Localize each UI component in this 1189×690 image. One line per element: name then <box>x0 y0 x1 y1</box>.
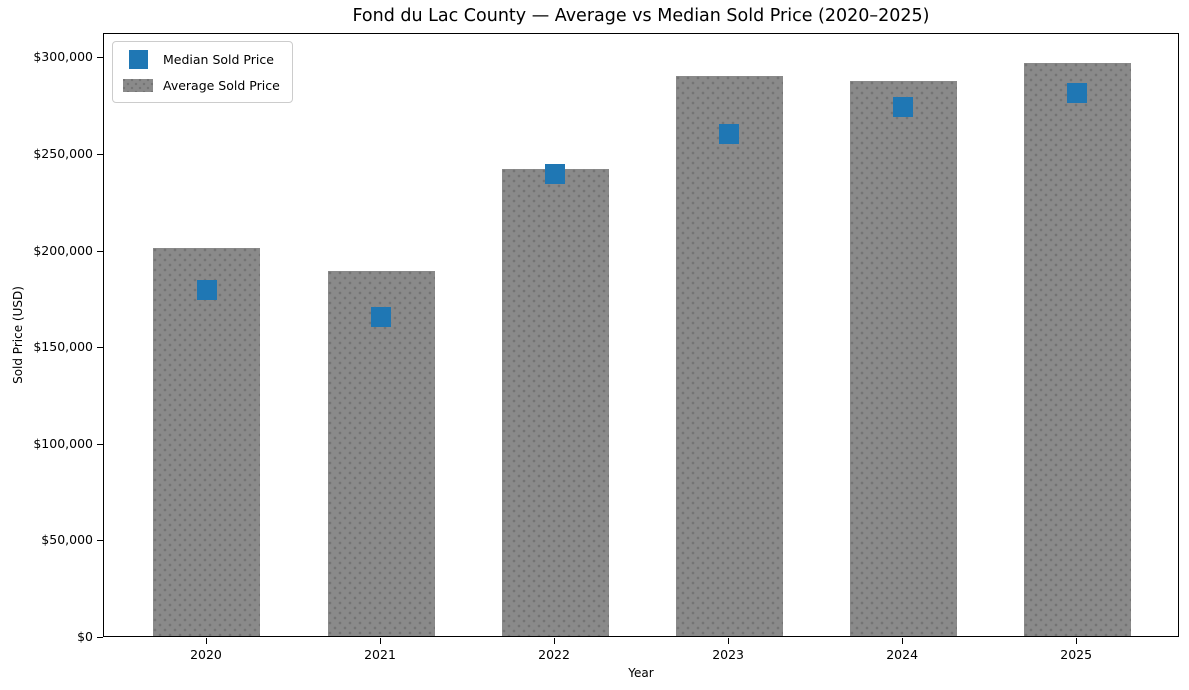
average-price-bar-2024 <box>849 80 957 636</box>
x-axis-label: Year <box>628 666 654 680</box>
legend: Median Sold Price Average Sold Price <box>112 41 293 103</box>
median-price-marker-2021 <box>371 307 392 328</box>
legend-label-median: Median Sold Price <box>163 51 274 67</box>
legend-item-average: Average Sold Price <box>123 75 280 95</box>
median-price-marker-2023 <box>719 123 740 144</box>
median-square-swatch-icon <box>128 49 148 69</box>
x-tick-mark <box>380 638 382 644</box>
y-axis-label: Sold Price (USD) <box>11 286 25 384</box>
chart-title: Fond du Lac County — Average vs Median S… <box>352 6 930 26</box>
x-tick-label-2024: 2024 <box>886 647 919 662</box>
legend-swatch-wrap <box>123 49 153 69</box>
y-tick-label: $0 <box>77 629 93 644</box>
x-tick-mark <box>1076 638 1078 644</box>
y-tick-mark <box>97 637 103 638</box>
y-tick-label: $100,000 <box>33 435 93 451</box>
average-price-bar-2023 <box>675 75 783 636</box>
average-price-bar-2020 <box>153 247 261 636</box>
y-tick-label: $150,000 <box>33 339 93 355</box>
median-price-marker-2020 <box>196 280 217 301</box>
x-tick-mark <box>728 638 730 644</box>
y-tick-label: $200,000 <box>33 242 93 258</box>
x-tick-label-2021: 2021 <box>364 647 396 662</box>
x-tick-label-2022: 2022 <box>538 647 570 662</box>
x-tick-mark <box>205 638 207 644</box>
y-tick-mark <box>97 347 103 349</box>
median-price-marker-2022 <box>545 164 566 185</box>
y-tick-mark <box>97 443 103 445</box>
x-tick-label-2020: 2020 <box>190 647 222 662</box>
plot-area: Median Sold Price Average Sold Price <box>103 33 1179 637</box>
x-tick-label-2023: 2023 <box>712 647 744 662</box>
legend-item-median: Median Sold Price <box>123 49 280 69</box>
y-tick-mark <box>97 57 103 59</box>
y-tick-mark <box>97 540 103 542</box>
legend-label-average: Average Sold Price <box>163 77 280 93</box>
y-tick-label: $50,000 <box>41 532 93 548</box>
y-tick-label: $300,000 <box>33 49 93 65</box>
average-price-bar-2021 <box>327 270 435 636</box>
average-bar-swatch-icon <box>123 78 153 92</box>
y-tick-mark <box>97 250 103 252</box>
average-price-bar-2022 <box>501 169 609 636</box>
median-price-marker-2024 <box>893 96 914 117</box>
x-tick-mark <box>902 638 904 644</box>
y-tick-mark <box>97 153 103 155</box>
x-tick-mark <box>554 638 556 644</box>
legend-swatch-wrap <box>123 78 153 92</box>
y-tick-label: $250,000 <box>33 145 93 161</box>
x-tick-label-2025: 2025 <box>1060 647 1093 662</box>
average-price-bar-2025 <box>1023 63 1131 636</box>
median-price-marker-2025 <box>1067 83 1088 104</box>
